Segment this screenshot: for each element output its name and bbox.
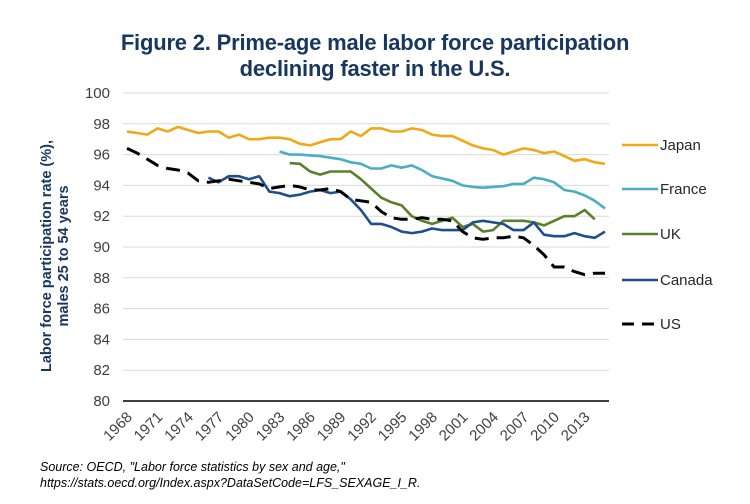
y-tick-label: 92 (93, 208, 110, 225)
legend-item-us: US (622, 316, 681, 333)
x-tick-label: 1980 (222, 409, 258, 445)
x-tick-label: 1968 (100, 409, 136, 445)
gridlines (123, 92, 609, 402)
series-line-canada (207, 174, 606, 240)
legend: Japan France UK Canada US (622, 137, 713, 333)
x-tick-label: 2010 (527, 409, 563, 445)
legend-item-france: France (622, 181, 707, 198)
legend-label: France (660, 181, 707, 198)
x-tick-label: 1998 (405, 409, 441, 445)
x-tick-label: 1971 (131, 409, 167, 445)
x-tick-label: 2004 (466, 409, 502, 445)
chart-title-line-2: declining faster in the U.S. (239, 56, 511, 81)
series-line-france (279, 150, 606, 210)
y-tick-label: 86 (93, 301, 110, 318)
x-tick-label: 1983 (253, 409, 289, 445)
x-tick-label: 1977 (192, 409, 228, 445)
y-tick-label: 88 (93, 270, 110, 287)
y-tick-label: 100 (85, 85, 110, 102)
series-lines (126, 125, 606, 277)
series-line-us (126, 147, 605, 277)
x-tick-label: 2013 (558, 409, 594, 445)
x-tick-label: 1974 (161, 409, 197, 445)
y-tick-label: 84 (93, 331, 110, 348)
source-note: Source: OECD, "Labor force statistics by… (40, 459, 420, 491)
chart-title-line-1: Figure 2. Prime-age male labor force par… (120, 30, 630, 55)
legend-item-canada: Canada (622, 272, 713, 289)
legend-label: UK (660, 226, 681, 243)
legend-label: Canada (660, 272, 713, 289)
x-tick-label: 1986 (283, 409, 319, 445)
x-tick-label: 1989 (314, 409, 350, 445)
y-axis-ticks: 80 82 84 86 88 90 92 94 96 98 100 (85, 85, 110, 410)
source-line-1: Source: OECD, "Labor force statistics by… (40, 460, 345, 474)
y-tick-label: 80 (93, 393, 110, 410)
series-line-japan (126, 125, 606, 166)
legend-item-uk: UK (622, 226, 681, 243)
x-tick-label: 1995 (375, 409, 411, 445)
chart-title: Figure 2. Prime-age male labor force par… (0, 30, 750, 82)
y-tick-label: 94 (93, 177, 110, 194)
y-tick-label: 96 (93, 147, 110, 164)
x-axis-ticks: 1968197119741977198019831986198919921995… (100, 409, 593, 445)
x-tick-label: 1992 (344, 409, 380, 445)
y-tick-label: 90 (93, 239, 110, 256)
source-url: https://stats.oecd.org/Index.aspx?DataSe… (40, 476, 421, 490)
y-tick-label: 98 (93, 116, 110, 133)
legend-label: US (660, 316, 681, 333)
x-tick-label: 2007 (497, 409, 533, 445)
y-tick-label: 82 (93, 362, 110, 379)
legend-item-japan: Japan (622, 137, 701, 154)
legend-label: Japan (660, 137, 701, 154)
x-tick-label: 2001 (436, 409, 472, 445)
series-line-uk (289, 161, 596, 233)
